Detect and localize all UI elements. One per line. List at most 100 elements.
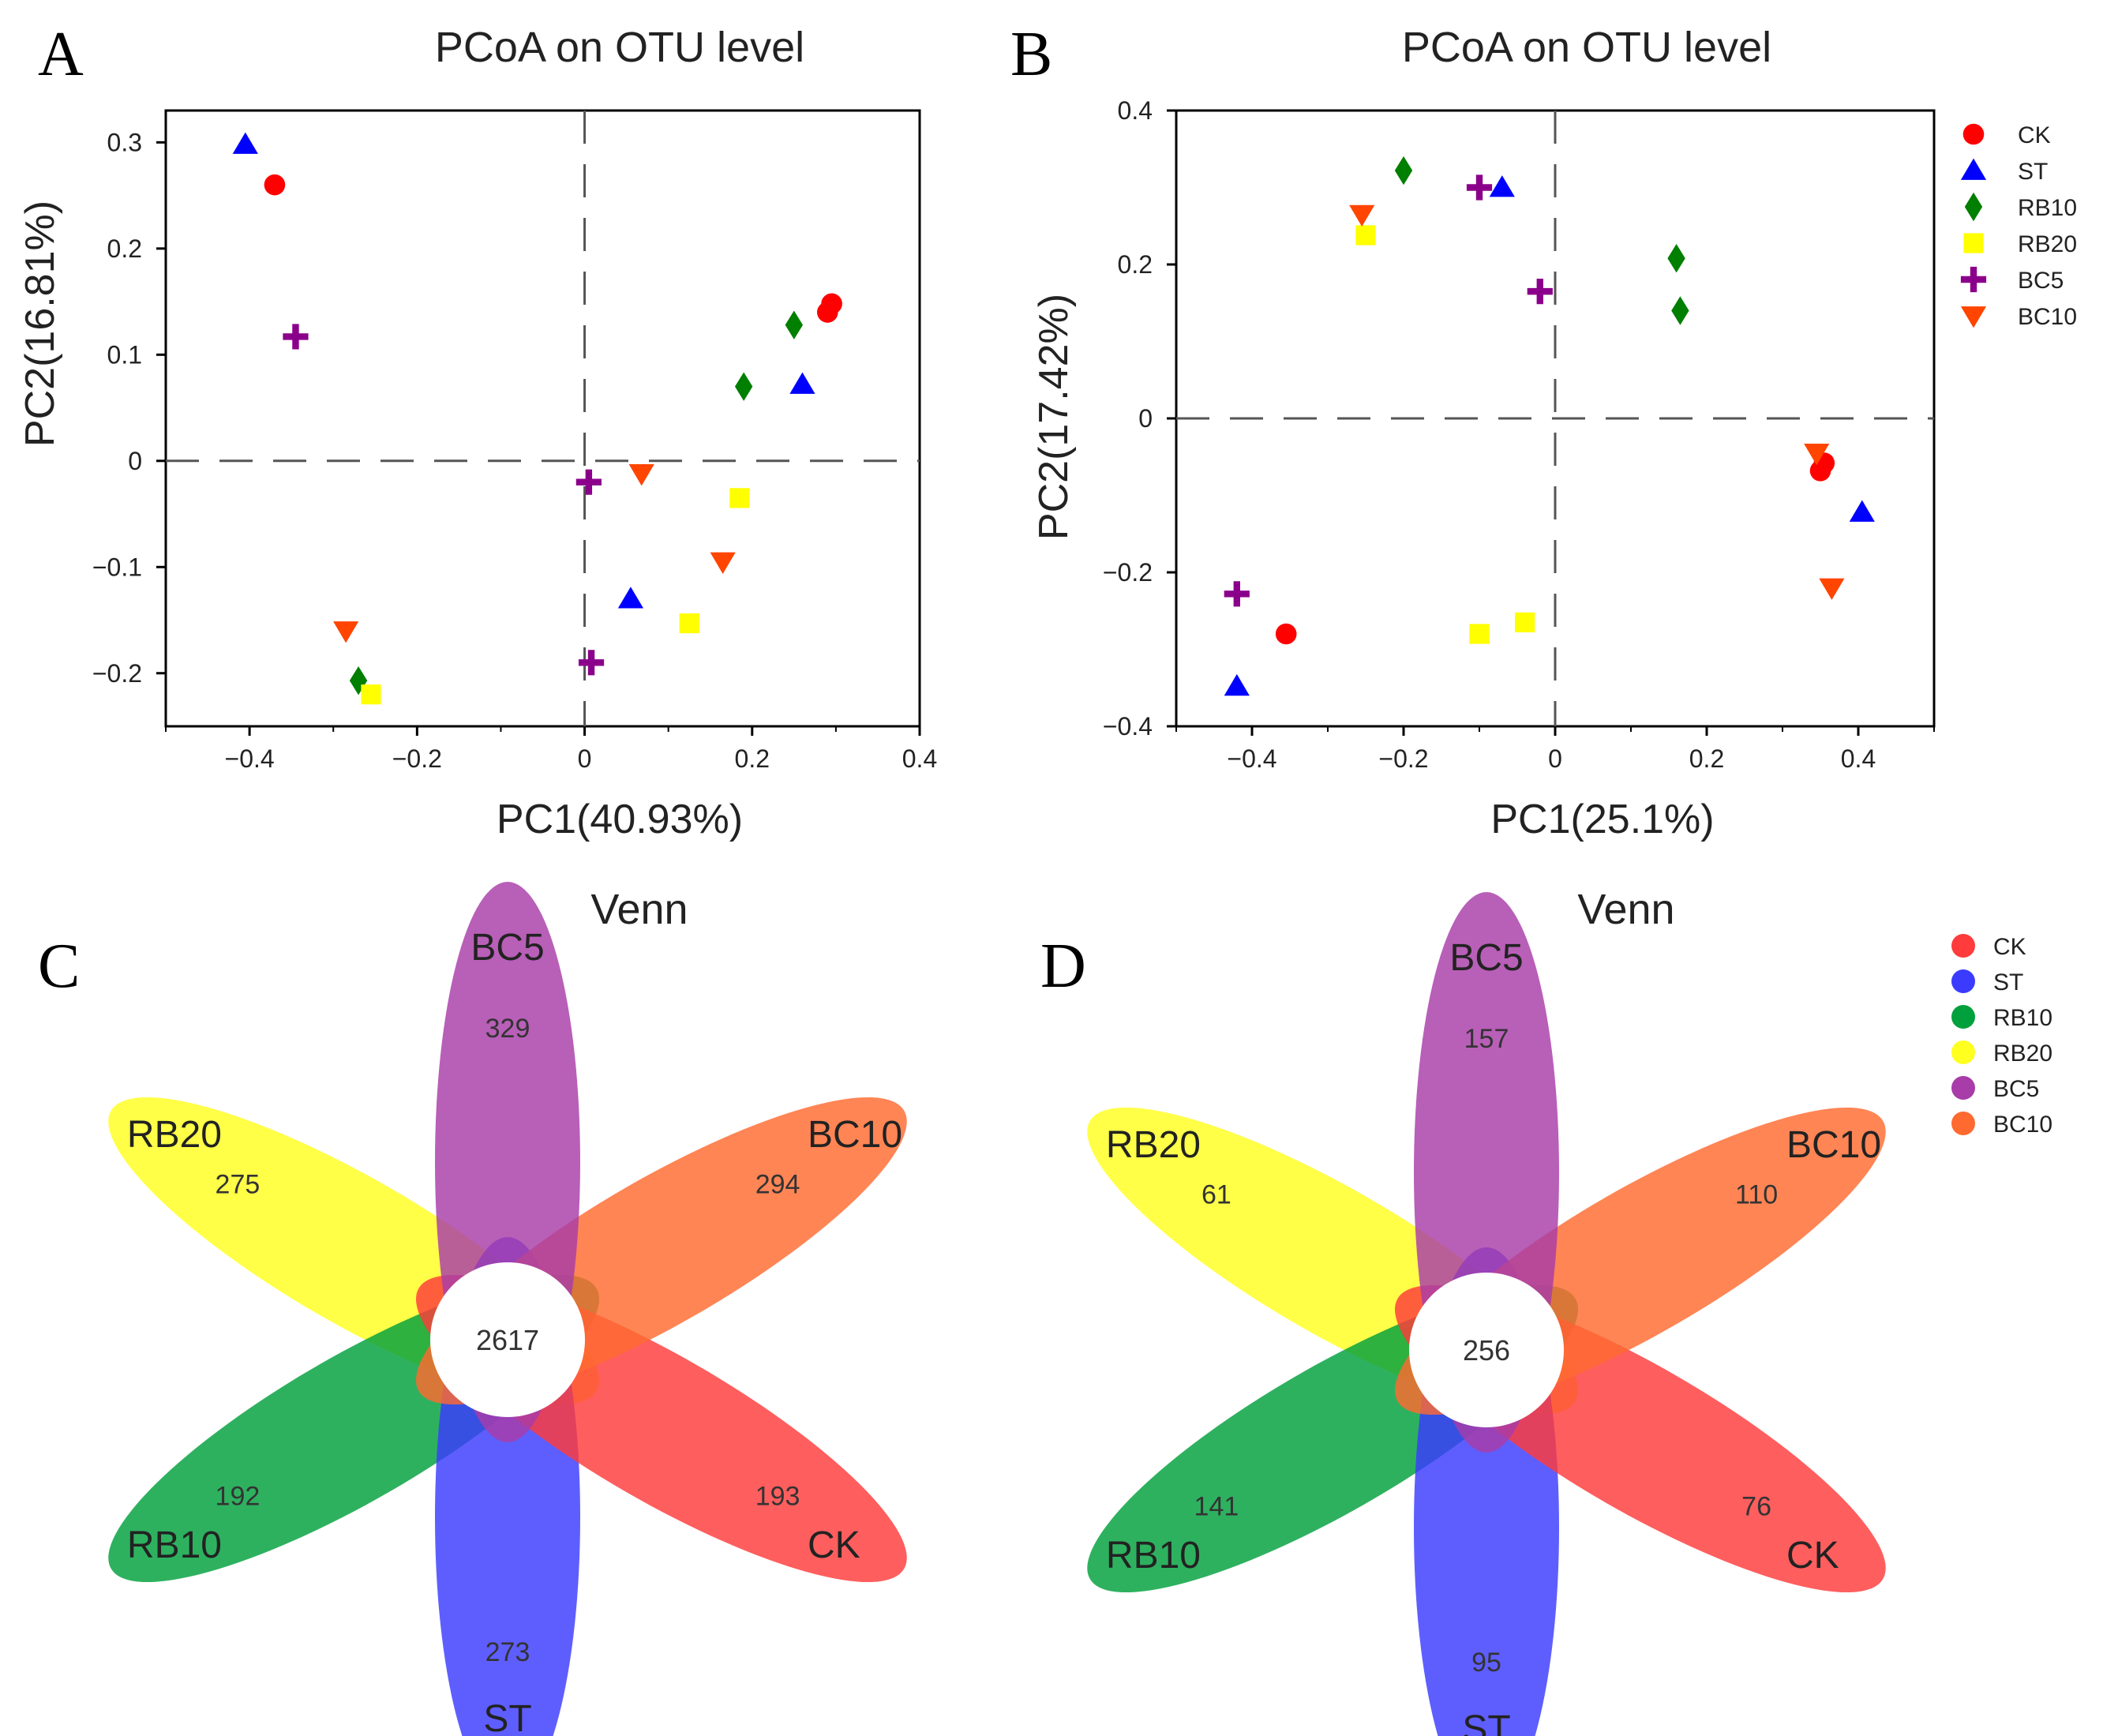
legend-label: BC5 [1993, 1076, 2039, 1102]
panel-c: C Venn 2617 329 BC5 294 BC10 193 CK 273 ST 192 RB1… [38, 882, 907, 1736]
panel-letter: C [38, 932, 80, 1001]
point-bc5 [1527, 279, 1553, 305]
unique-count-bc5: 329 [485, 1014, 530, 1044]
point-bc5 [1224, 581, 1250, 607]
core-circle [1409, 1273, 1564, 1427]
set-label-ck: CK [1786, 1535, 1839, 1577]
point-st [789, 372, 815, 394]
point-ck [1809, 460, 1831, 482]
point-bc5 [575, 469, 602, 495]
y-tick-label: 0.2 [1118, 250, 1153, 279]
point-rb10 [1667, 244, 1685, 273]
y-tick-label: −0.4 [1103, 712, 1153, 741]
legend-label: RB20 [2018, 231, 2077, 257]
point-rb10 [349, 666, 368, 696]
x-tick-label: −0.4 [225, 744, 275, 773]
legend-marker-rb20 [1951, 1040, 1975, 1064]
plot-frame [164, 109, 921, 728]
legend-marker-bc5 [1951, 1076, 1975, 1100]
legend-marker-st [1951, 969, 1975, 993]
point-bc10 [1349, 204, 1375, 227]
legend-label: CK [1993, 934, 2026, 960]
point-st [1489, 175, 1515, 197]
x-tick-label: 0 [1548, 744, 1562, 773]
y-tick-label: −0.1 [92, 553, 142, 581]
y-tick-label: 0.1 [107, 340, 142, 369]
legend-label: BC10 [2018, 304, 2077, 330]
venn-diagram: 2617 329 BC5 294 BC10 193 CK 273 ST 192 RB10 275 RB2… [108, 882, 907, 1736]
point-rb20 [361, 684, 381, 705]
set-label-bc5: BC5 [1449, 937, 1523, 979]
set-label-rb10: RB10 [1106, 1535, 1201, 1577]
legend-marker-ck [1962, 123, 1985, 145]
unique-count-rb20: 61 [1201, 1180, 1231, 1210]
point-bc10 [1819, 578, 1845, 600]
legend-marker-bc10 [1960, 306, 1987, 328]
panel-letter: B [1010, 20, 1052, 89]
legend-marker-rb10 [1951, 1005, 1975, 1029]
legend-label: RB10 [2018, 195, 2077, 221]
unique-count-bc10: 294 [755, 1170, 800, 1200]
x-tick-label: 0.4 [1841, 744, 1876, 773]
unique-count-ck: 76 [1741, 1492, 1771, 1522]
x-tick-label: −0.4 [1227, 744, 1276, 773]
x-tick-label: 0.2 [1689, 744, 1724, 773]
set-label-rb10: RB10 [127, 1524, 222, 1566]
y-tick-label: 0.4 [1118, 96, 1153, 125]
unique-count-st: 273 [485, 1637, 530, 1667]
x-tick-label: 0 [578, 744, 592, 773]
point-bc5 [578, 650, 605, 676]
point-ck [264, 174, 286, 196]
chart-title: Venn [1577, 886, 1674, 933]
x-tick-label: −0.2 [392, 744, 442, 773]
chart-title: PCoA on OTU level [435, 24, 804, 71]
legend-label: ST [2018, 159, 2048, 185]
unique-count-st: 95 [1471, 1648, 1501, 1678]
y-tick-label: 0.3 [107, 128, 142, 156]
unique-count-rb10: 192 [216, 1482, 261, 1512]
legend-label: BC5 [2018, 268, 2064, 294]
point-rb20 [679, 613, 699, 634]
chart-title: Venn [590, 886, 688, 933]
set-label-st: ST [483, 1698, 531, 1736]
y-axis-label: PC2(16.81%) [17, 201, 63, 447]
set-label-bc5: BC5 [470, 927, 544, 969]
point-ck [816, 302, 838, 323]
chart-title: PCoA on OTU level [1402, 24, 1771, 71]
x-tick-label: −0.2 [1378, 744, 1428, 773]
point-st [617, 587, 644, 609]
point-rb10 [785, 310, 804, 339]
legend-label: CK [2018, 122, 2051, 148]
x-axis-label: PC1(25.1%) [1490, 797, 1714, 842]
set-label-rb20: RB20 [127, 1114, 222, 1156]
legend-marker-st [1960, 158, 1987, 180]
y-tick-label: −0.2 [1103, 558, 1153, 587]
point-st [232, 132, 258, 154]
unique-count-bc5: 157 [1464, 1024, 1509, 1054]
legend-label: ST [1993, 969, 2023, 995]
point-ck [1275, 623, 1297, 645]
core-count: 256 [1463, 1334, 1510, 1367]
y-axis-label: PC2(17.42%) [1031, 294, 1077, 540]
venn-legend: CK ST RB10 RB20 BC5 BC10 [1951, 934, 2052, 1138]
point-bc10 [628, 464, 654, 486]
y-tick-label: 0 [1138, 404, 1153, 433]
legend-marker-rb10 [1964, 192, 1983, 222]
legend-label: RB20 [1993, 1040, 2052, 1067]
plot-area: −0.4 −0.2 0 0.2 0.4 −0.2 −0.1 0 0.1 0.2 0.3 [92, 109, 937, 773]
legend-marker-bc10 [1951, 1112, 1975, 1135]
panel-letter: A [38, 20, 84, 89]
point-rb20 [1469, 624, 1490, 644]
x-tick-label: 0.4 [902, 744, 937, 773]
panel-letter: D [1040, 932, 1086, 1001]
unique-count-ck: 193 [755, 1482, 800, 1512]
pcoa-legend: CK ST RB10 RB20 BC5 BC10 [1960, 122, 2077, 330]
core-count: 2617 [476, 1324, 539, 1356]
panel-d: D Venn 256 157 BC5 110 BC10 76 CK 95 ST 141 RB10 61… [1040, 886, 1886, 1736]
point-bc5 [1466, 174, 1493, 201]
point-bc5 [283, 324, 309, 350]
point-st [1849, 500, 1875, 522]
core-circle [430, 1262, 585, 1417]
point-rb10 [1394, 156, 1413, 186]
